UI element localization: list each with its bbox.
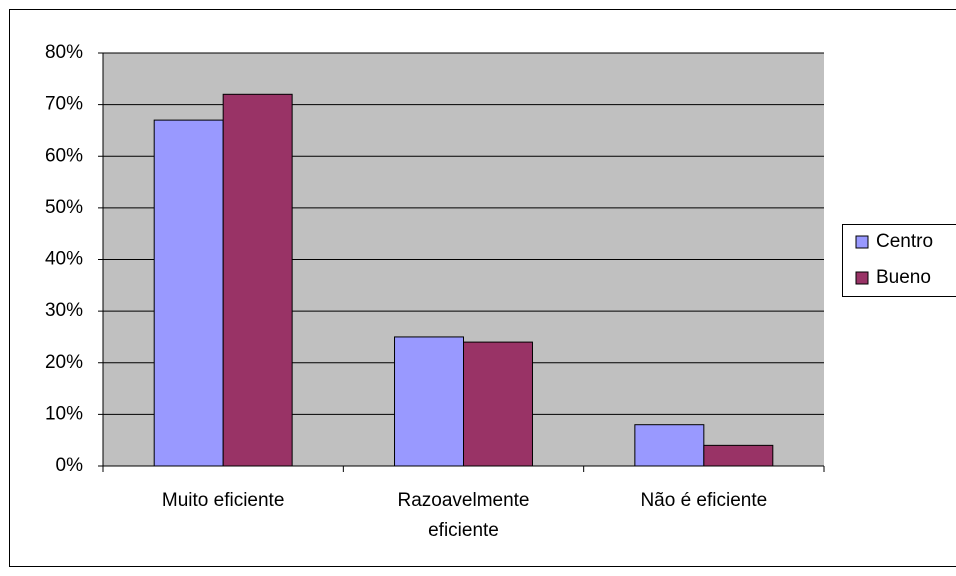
bar [222,93,293,467]
x-tick-label: Muito eficiente [161,490,285,511]
y-tick-label: 10% [45,403,83,424]
y-tick-label: 60% [45,145,83,166]
y-tick-label: 70% [45,94,83,115]
legend-label: Centro [876,231,933,252]
bar [703,444,774,467]
legend-swatch [855,271,869,285]
y-tick-label: 0% [56,455,84,476]
bar [153,119,224,467]
bar [394,336,464,467]
legend-swatch [855,235,869,249]
legend-label: Bueno [876,267,931,288]
x-tick-label: Não é eficiente [640,490,768,511]
y-tick-label: 40% [45,249,83,270]
y-tick-label: 30% [45,300,83,321]
y-tick-label: 50% [45,197,83,218]
y-tick-label: 20% [45,352,83,373]
x-tick-label: Razoavelmente eficiente [397,490,530,541]
bar [634,424,705,467]
y-tick-label: 80% [45,42,83,63]
bar [463,341,533,467]
